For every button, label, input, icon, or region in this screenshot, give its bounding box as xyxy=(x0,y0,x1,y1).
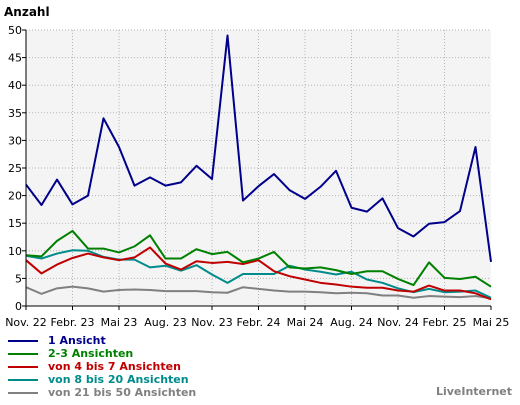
y-tick-label: 45 xyxy=(8,52,22,65)
series-line-1-ansicht xyxy=(25,34,492,262)
x-tick-label: Nov. 24 xyxy=(377,316,419,329)
y-tick-label: 0 xyxy=(15,300,22,313)
legend-swatch xyxy=(8,366,38,368)
series-line-von-4-bis-7-ansichten xyxy=(25,246,492,301)
legend-label: 2-3 Ansichten xyxy=(48,347,134,360)
y-tick-label: 5 xyxy=(15,272,22,285)
legend-label: von 8 bis 20 Ansichten xyxy=(48,373,189,386)
x-tick-label: Aug. 23 xyxy=(144,316,186,329)
y-tick-label: 35 xyxy=(8,107,22,120)
series-line-von-21-bis-50-ansichten xyxy=(25,285,492,300)
series-line-2-3-ansichten xyxy=(25,229,492,288)
x-tick-label: Mai 24 xyxy=(287,316,324,329)
y-tick-label: 10 xyxy=(8,245,22,258)
x-tick-label: Mai 25 xyxy=(473,316,510,329)
y-axis-ticks: 0 5 10 15 20 25 30 35 40 45 50 xyxy=(8,24,26,313)
y-tick-label: 25 xyxy=(8,162,22,175)
x-axis-ticks: Nov. 22 Febr. 23 Mai 23 Aug. 23 Nov. 23 Febr.… xyxy=(5,306,509,329)
legend-swatch xyxy=(8,340,38,342)
x-tick-label: Febr. 24 xyxy=(237,316,281,329)
legend-label: von 21 bis 50 Ansichten xyxy=(48,386,197,399)
y-axis-label: Anzahl xyxy=(4,5,50,19)
brand-label: LiveInternet xyxy=(435,385,512,398)
y-tick-label: 20 xyxy=(8,190,22,203)
y-tick-label: 30 xyxy=(8,134,22,147)
grid xyxy=(26,29,491,306)
x-tick-label: Aug. 24 xyxy=(330,316,372,329)
legend-swatch xyxy=(8,392,38,394)
x-tick-label: Nov. 22 xyxy=(5,316,47,329)
y-tick-label: 40 xyxy=(8,79,22,92)
x-tick-label: Febr. 23 xyxy=(51,316,95,329)
y-tick-label: 15 xyxy=(8,217,22,230)
legend-swatch xyxy=(8,379,38,381)
x-tick-label: Nov. 23 xyxy=(191,316,233,329)
x-tick-label: Mai 23 xyxy=(101,316,138,329)
x-tick-label: Febr. 25 xyxy=(423,316,467,329)
legend-label: 1 Ansicht xyxy=(48,334,106,347)
series-lines xyxy=(25,34,492,301)
legend-label: von 4 bis 7 Ansichten xyxy=(48,360,181,373)
legend-swatch xyxy=(8,353,38,355)
y-tick-label: 50 xyxy=(8,24,22,37)
